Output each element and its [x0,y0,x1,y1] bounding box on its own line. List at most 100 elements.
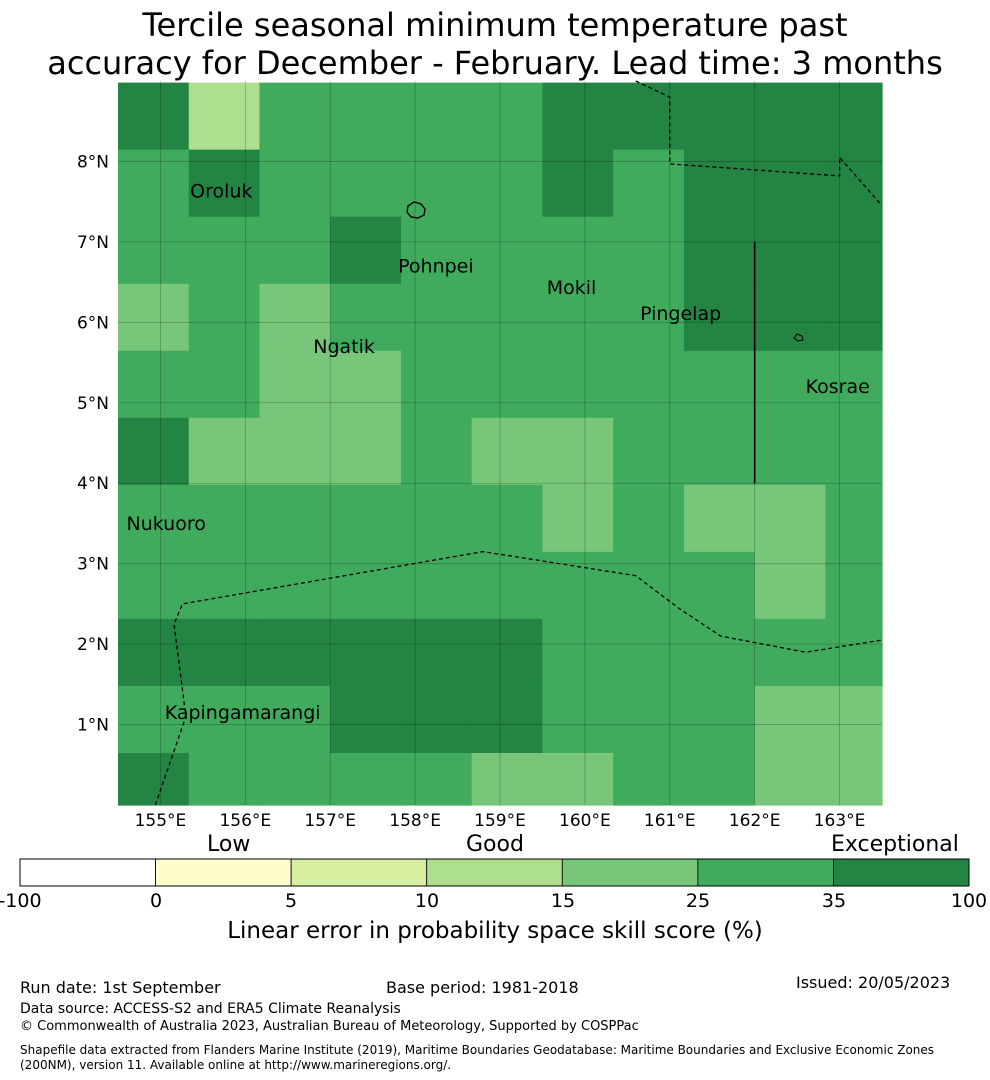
lat-tick-label: 8°N [77,152,109,172]
grid-cell [542,417,614,486]
lat-tick-label: 1°N [77,716,109,736]
grid-cell [400,752,473,806]
eez-boundary-line [154,550,883,806]
grid-cell [259,82,331,151]
grid-cell [613,551,685,620]
grid-cell [825,551,883,620]
grid-cell [330,484,402,553]
grid-cell [825,752,883,806]
grid-cell [471,551,544,620]
lat-tick-label: 5°N [77,394,109,414]
island-outlines [406,201,804,342]
grid-cell [259,618,331,687]
grid-cell [683,149,756,218]
lon-tick-label: 160°E [559,811,611,831]
lon-tick-label: 157°E [304,811,356,831]
grid-cell [330,82,402,151]
grid-cell [188,685,261,754]
grid-cell [259,149,331,218]
grid-cell [683,216,756,285]
grid-cell [400,417,473,486]
colorbar-tick: -100 [0,890,42,912]
grid-cell [542,350,614,419]
grid-cell [683,417,756,486]
place-label: Nukuoro [126,513,205,535]
colorbar-segment [833,858,970,887]
grid-cell [400,685,473,754]
grid-cell [683,618,756,687]
grid-cell [542,283,614,352]
grid-cell [683,484,756,553]
grid-cell [330,551,402,620]
shapefile-credit-2: (200NM), version 11. Available online at… [20,1058,452,1072]
grid-cell [825,149,883,218]
place-label: Oroluk [190,181,252,203]
colorbar-segment [19,858,156,887]
grid-cell [188,149,261,218]
grid-cell [118,82,190,151]
grid-cell [400,618,473,687]
title-line-2: accuracy for December - February. Lead t… [47,44,943,82]
colorbar-tick: 10 [414,890,440,912]
grid-cell [825,283,883,352]
grid-cell [118,417,190,486]
grid-cell [542,618,614,687]
grid-cell [613,283,685,352]
grid-cell [400,484,473,553]
colorbar-frame [19,858,970,887]
eez-boundary-line [635,80,883,207]
grid-cell [188,551,261,620]
grid-cell [754,618,826,687]
grid-cell [259,685,331,754]
grid-cell [330,752,402,806]
place-label: Kosrae [806,376,870,398]
grid-cell [683,752,756,806]
grid-cell [754,149,826,218]
grid-cell [259,350,331,419]
place-label: Pingelap [640,303,721,325]
grid-cell [542,551,614,620]
grid-cell [754,417,826,486]
lat-tick-label: 6°N [77,313,109,333]
grid-cell [259,484,331,553]
lon-tick-label: 158°E [389,811,441,831]
kosrae-island-outline [793,333,804,342]
lon-tick-label: 161°E [644,811,696,831]
data-source: Data source: ACCESS-S2 and ERA5 Climate … [20,1001,401,1017]
colorbar-tick: 0 [149,890,163,912]
grid-cell [754,551,826,620]
grid-cell [613,685,685,754]
grid-cell [471,685,544,754]
axis-tick-labels: 155°E 156°E 157°E 158°E 159°E 160°E 161°E 162°E… [77,152,865,831]
category-good: Good [466,832,524,857]
grid-cell [330,685,402,754]
category-exceptional: Exceptional [831,832,959,857]
grid-cell [259,752,331,806]
lat-tick-label: 2°N [77,635,109,655]
place-label: Mokil [547,277,597,299]
grid-cell [400,149,473,218]
grid-cell [471,484,544,553]
category-low: Low [207,832,251,857]
grid-cell [118,216,190,285]
grid-cell [542,752,614,806]
grid-cell [471,618,544,687]
title-line-1: Tercile seasonal minimum temperature pas… [142,6,848,44]
grid-cell [825,685,883,754]
grid-cell [330,618,402,687]
colorbar-tick: 5 [284,890,298,912]
lon-tick-label: 156°E [219,811,271,831]
grid-cell [188,618,261,687]
grid-cell [613,417,685,486]
lon-tick-label: 163°E [814,811,866,831]
skill-grid-cells [118,82,883,806]
grid-cell [613,82,685,151]
colorbar-tick: 25 [685,890,711,912]
colorbar-segment [155,858,292,887]
grid-cell [825,82,883,151]
colorbar-segment [426,858,563,887]
colorbar-segment [290,858,428,887]
grid-cell [825,417,883,486]
grid-cell [542,685,614,754]
place-label: Kapingamarangi [165,702,321,724]
